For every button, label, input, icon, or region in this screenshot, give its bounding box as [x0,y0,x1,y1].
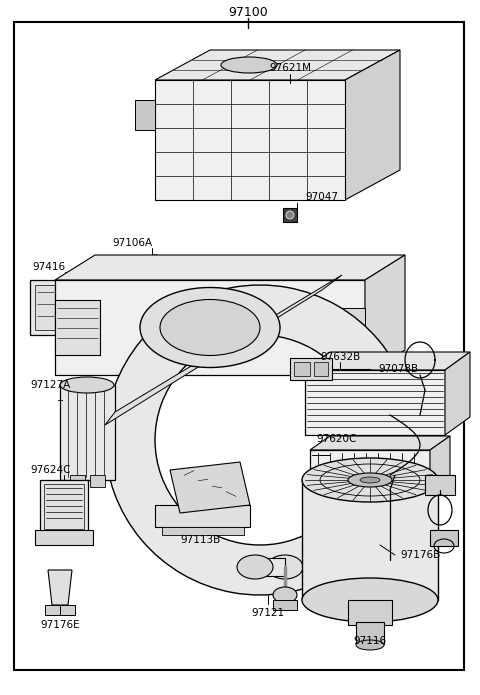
Text: 97113B: 97113B [180,535,220,545]
Text: 97624C: 97624C [30,465,71,475]
Bar [302,480,438,600]
Ellipse shape [360,477,380,483]
Polygon shape [445,352,470,435]
Bar [98,295,113,315]
Bar [290,358,332,380]
Polygon shape [48,570,72,605]
Bar [35,530,93,545]
Bar [283,208,297,222]
Bar [162,527,244,535]
Bar [90,475,105,487]
Wedge shape [105,285,406,595]
Polygon shape [310,450,430,500]
Bar [55,300,100,355]
Ellipse shape [237,555,273,579]
Bar [60,385,115,480]
Bar [348,600,392,625]
Text: 97121: 97121 [252,608,285,618]
Bar [356,622,384,644]
Text: 97100: 97100 [228,6,268,19]
Text: 97116: 97116 [353,636,386,646]
Ellipse shape [356,640,384,650]
Polygon shape [305,370,445,435]
Ellipse shape [302,458,438,502]
Text: 97176E: 97176E [40,620,80,630]
Text: 97047: 97047 [305,192,338,202]
Ellipse shape [145,255,165,269]
Polygon shape [365,255,405,375]
Bar [314,362,328,376]
Bar [35,285,95,330]
Bar [430,530,458,546]
Polygon shape [430,436,450,500]
Bar [70,475,85,487]
Ellipse shape [348,473,392,487]
Text: 97416: 97416 [32,262,65,272]
Ellipse shape [160,300,260,356]
Polygon shape [305,352,470,370]
Text: 97078B: 97078B [378,364,418,374]
Ellipse shape [221,57,277,73]
Bar [425,475,455,495]
Bar [294,362,310,376]
Text: 97176B: 97176B [400,550,440,560]
Polygon shape [345,50,400,200]
Bar [330,308,365,343]
Ellipse shape [60,377,114,393]
Ellipse shape [302,578,438,622]
Polygon shape [155,50,400,80]
Ellipse shape [273,587,297,603]
Polygon shape [135,100,155,130]
Bar [30,280,100,335]
Ellipse shape [267,555,303,579]
Bar [155,505,250,527]
Polygon shape [170,462,250,513]
Polygon shape [155,80,345,200]
Bar [255,558,285,576]
Bar [273,600,297,610]
Polygon shape [55,280,365,375]
Bar [44,484,84,529]
Bar [40,480,88,535]
Ellipse shape [140,288,280,368]
Ellipse shape [150,259,160,265]
Text: 97106A: 97106A [112,238,152,248]
Ellipse shape [286,211,294,219]
Text: 97632B: 97632B [320,352,360,362]
Text: 97621M: 97621M [269,63,311,73]
Polygon shape [105,275,342,425]
Polygon shape [55,255,405,280]
Bar [45,605,75,615]
Polygon shape [310,436,450,450]
Text: 97127A: 97127A [30,380,70,390]
Text: 97620C: 97620C [316,434,356,444]
